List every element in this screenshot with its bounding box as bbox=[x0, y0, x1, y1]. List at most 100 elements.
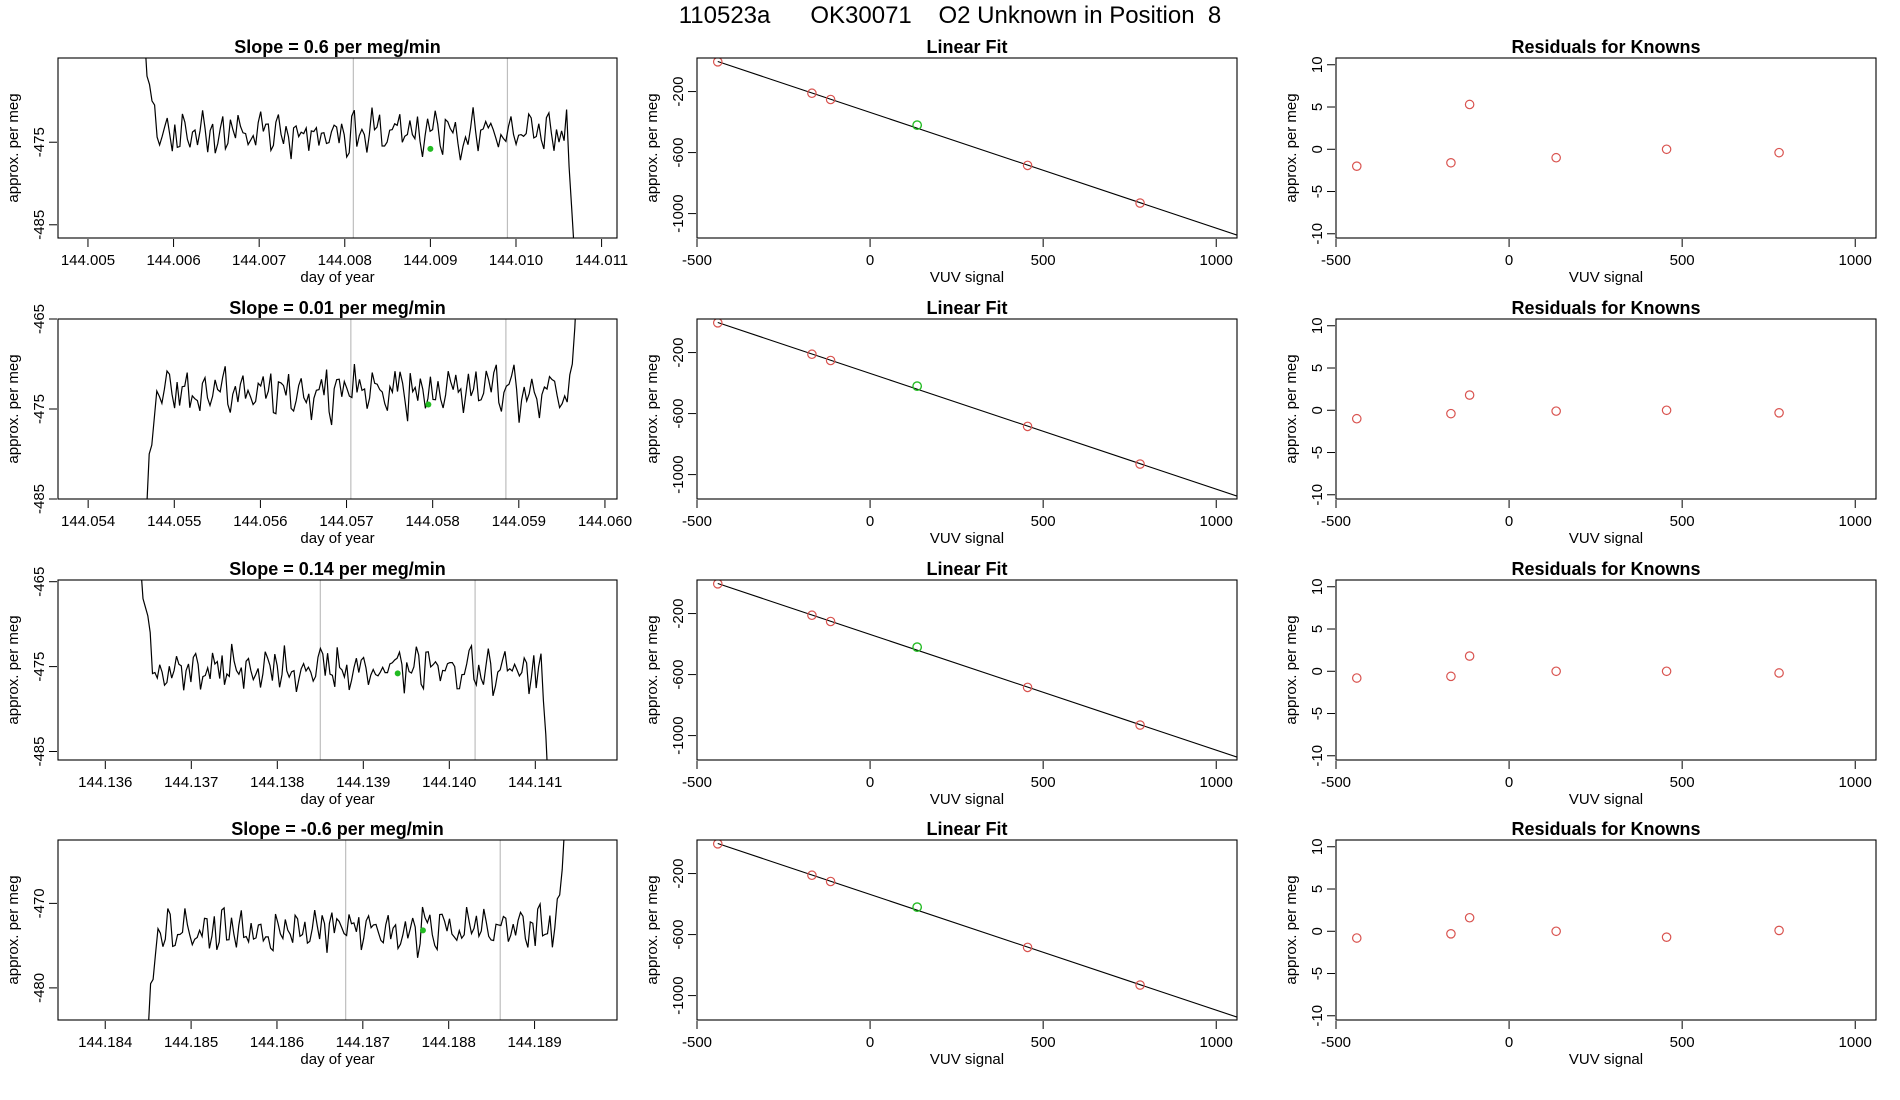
x-axis-label: VUV signal bbox=[1569, 269, 1643, 286]
plot-frame bbox=[1335, 839, 1877, 1021]
known-point bbox=[1022, 682, 1033, 693]
x-tick-label: -500 bbox=[1321, 1034, 1351, 1051]
y-tick-label: -200 bbox=[670, 859, 687, 889]
x-axis-label: VUV signal bbox=[930, 269, 1004, 286]
plot-frame bbox=[1335, 318, 1877, 500]
y-tick-label: -600 bbox=[670, 660, 687, 690]
x-tick-label: 0 bbox=[1505, 252, 1513, 269]
y-tick-label: -10 bbox=[1309, 223, 1326, 245]
y-axis-label: approx. per meg bbox=[5, 93, 22, 202]
panel-6: Linear Fit -500 0 500 1000 -200 -600 -1000 VUV s… bbox=[644, 298, 1238, 547]
plot-area bbox=[1351, 651, 1784, 683]
y-tick-label: 0 bbox=[1309, 927, 1326, 935]
panel-title: Slope = 0.01 per meg/min bbox=[229, 298, 446, 318]
panel-title: Slope = 0.14 per meg/min bbox=[229, 559, 446, 579]
plot-frame bbox=[1335, 579, 1877, 761]
residual-point bbox=[1661, 666, 1672, 677]
x-tick-label: 144.140 bbox=[422, 774, 476, 791]
x-tick-label: 1000 bbox=[1200, 1034, 1233, 1051]
series-line bbox=[148, 840, 565, 1020]
plot-frame bbox=[57, 579, 618, 761]
panel-11: Residuals for Knowns -500 0 500 1000 10 5 0 -5 -1… bbox=[1283, 559, 1877, 808]
y-tick-label: -5 bbox=[1309, 707, 1326, 720]
panel-9: Residuals for Knowns -500 0 500 1000 10 5 0 -5 -1… bbox=[1283, 37, 1877, 286]
x-tick-label: 0 bbox=[866, 774, 874, 791]
y-tick-label: -465 bbox=[31, 304, 48, 334]
plot-area bbox=[1351, 912, 1784, 943]
known-point bbox=[1022, 942, 1033, 953]
residual-point bbox=[1464, 912, 1475, 923]
panel-10: Residuals for Knowns -500 0 500 1000 10 5 0 -5 -1… bbox=[1283, 298, 1877, 547]
y-tick-label: -5 bbox=[1309, 446, 1326, 459]
y-axis-label: approx. per meg bbox=[5, 615, 22, 724]
residual-point bbox=[1351, 933, 1362, 943]
y-tick-label: -485 bbox=[31, 484, 48, 514]
x-tick-label: 144.136 bbox=[78, 774, 132, 791]
y-axis-label: approx. per meg bbox=[644, 875, 661, 984]
x-tick-label: -500 bbox=[682, 774, 712, 791]
panel-3: Slope = 0.14 per meg/min 144.136 144.137 14… bbox=[5, 559, 618, 808]
x-axis-label: VUV signal bbox=[1569, 1051, 1643, 1068]
unknown-point bbox=[912, 120, 923, 131]
x-tick-label: 500 bbox=[1670, 1034, 1695, 1051]
residual-point bbox=[1774, 668, 1784, 678]
x-tick-label: -500 bbox=[1321, 513, 1351, 530]
y-tick-label: 5 bbox=[1309, 103, 1326, 111]
x-tick-label: 144.059 bbox=[492, 513, 546, 530]
y-axis-label: approx. per meg bbox=[644, 615, 661, 724]
plot-area bbox=[141, 580, 548, 760]
series-line bbox=[141, 580, 548, 760]
x-tick-label: 144.058 bbox=[406, 513, 460, 530]
panel-8: Linear Fit -500 0 500 1000 -200 -600 -1000 VUV s… bbox=[644, 819, 1238, 1068]
unknown-marker bbox=[394, 670, 401, 677]
known-point bbox=[825, 94, 836, 105]
x-tick-label: 144.007 bbox=[232, 252, 286, 269]
unknown-marker bbox=[419, 927, 426, 934]
residual-point bbox=[1661, 932, 1672, 942]
residual-point bbox=[1351, 161, 1362, 171]
plot-area bbox=[1351, 390, 1784, 424]
y-axis-label: approx. per meg bbox=[1283, 93, 1300, 202]
known-point bbox=[825, 355, 836, 366]
x-tick-label: 144.184 bbox=[78, 1034, 132, 1051]
known-point bbox=[1135, 459, 1145, 469]
y-tick-label: -5 bbox=[1309, 185, 1326, 198]
known-point bbox=[1022, 160, 1033, 171]
x-tick-label: 500 bbox=[1670, 252, 1695, 269]
x-tick-label: 144.188 bbox=[422, 1034, 476, 1051]
x-tick-label: 144.054 bbox=[61, 513, 115, 530]
y-tick-label: 5 bbox=[1309, 625, 1326, 633]
residual-point bbox=[1774, 925, 1784, 936]
x-axis-label: day of year bbox=[300, 791, 374, 808]
plot-area bbox=[712, 319, 1237, 497]
x-tick-label: 144.055 bbox=[147, 513, 201, 530]
x-tick-label: 144.011 bbox=[575, 252, 628, 269]
y-tick-label: -200 bbox=[670, 599, 687, 629]
unknown-point bbox=[912, 381, 923, 392]
x-axis-label: VUV signal bbox=[1569, 791, 1643, 808]
y-tick-label: -200 bbox=[670, 77, 687, 107]
y-tick-label: -600 bbox=[670, 138, 687, 168]
unknown-marker bbox=[427, 145, 434, 152]
x-tick-label: 0 bbox=[866, 513, 874, 530]
x-tick-label: 144.009 bbox=[403, 252, 457, 269]
x-tick-label: 500 bbox=[1670, 774, 1695, 791]
x-tick-label: 144.186 bbox=[250, 1034, 304, 1051]
panel-title: Linear Fit bbox=[926, 819, 1007, 839]
y-tick-label: -475 bbox=[31, 127, 48, 157]
residual-point bbox=[1464, 99, 1475, 110]
residual-point bbox=[1446, 408, 1456, 419]
y-tick-label: 0 bbox=[1309, 667, 1326, 675]
y-tick-label: 5 bbox=[1309, 364, 1326, 372]
known-point bbox=[712, 840, 723, 849]
y-tick-label: -485 bbox=[31, 210, 48, 240]
x-tick-label: 0 bbox=[866, 252, 874, 269]
plot-frame bbox=[57, 839, 618, 1021]
y-tick-label: -1000 bbox=[670, 455, 687, 493]
x-tick-label: 144.057 bbox=[319, 513, 373, 530]
residual-point bbox=[1446, 671, 1456, 682]
y-axis-label: approx. per meg bbox=[644, 354, 661, 463]
x-tick-label: -500 bbox=[682, 1034, 712, 1051]
plot-frame bbox=[57, 318, 618, 500]
known-point bbox=[807, 870, 817, 881]
